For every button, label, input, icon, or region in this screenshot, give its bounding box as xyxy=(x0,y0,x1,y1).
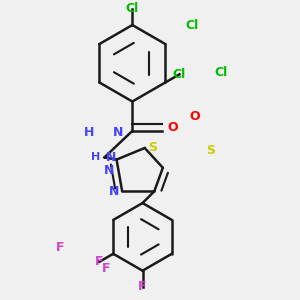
Text: N: N xyxy=(106,151,116,164)
Text: S: S xyxy=(148,142,157,154)
Text: F: F xyxy=(56,241,65,254)
Text: H: H xyxy=(91,152,100,162)
Text: Cl: Cl xyxy=(185,19,199,32)
Text: N: N xyxy=(113,126,124,139)
Text: Cl: Cl xyxy=(215,66,228,79)
Text: S: S xyxy=(206,143,215,157)
Text: N: N xyxy=(104,164,115,177)
Text: F: F xyxy=(138,280,147,293)
Text: Cl: Cl xyxy=(173,68,186,81)
Text: O: O xyxy=(168,122,178,134)
Text: H: H xyxy=(84,126,94,139)
Text: Cl: Cl xyxy=(126,2,139,15)
Text: F: F xyxy=(95,255,103,268)
Text: N: N xyxy=(109,185,119,198)
Text: O: O xyxy=(190,110,200,123)
Text: F: F xyxy=(102,262,110,275)
